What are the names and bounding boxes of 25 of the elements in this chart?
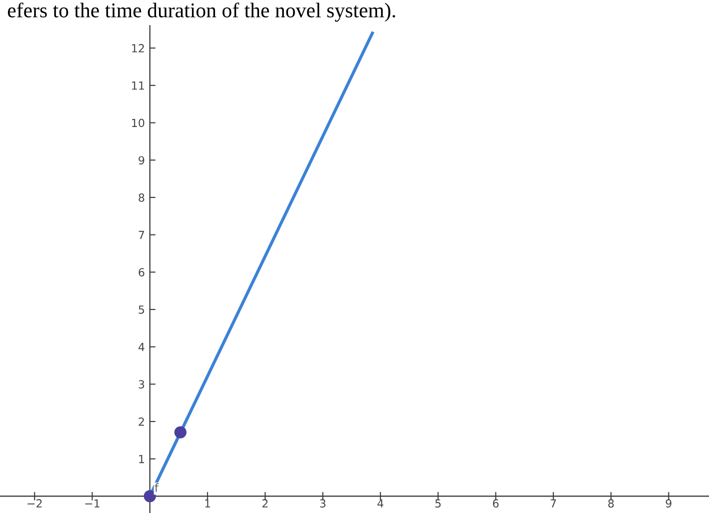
y-tick-label: 9 (138, 156, 144, 164)
y-tick-label: 7 (138, 230, 144, 239)
y-tick-label: 2 (138, 417, 144, 426)
y-tick-label: 10 (132, 118, 144, 128)
y-tick-label: 8 (138, 193, 144, 202)
y-tick-label: 12 (132, 44, 144, 52)
x-tick-label: −2 (28, 499, 42, 508)
y-tick-label: 4 (138, 342, 144, 352)
x-tick-label: −1 (85, 499, 100, 508)
x-tick-label: 1 (205, 499, 210, 508)
x-tick-label: 7 (550, 499, 556, 508)
x-tick-label: 8 (608, 499, 614, 508)
x-tick-label: 4 (377, 499, 384, 508)
y-tick-label: 3 (138, 380, 144, 389)
x-tick-label: 3 (320, 499, 326, 508)
x-tick-label: 9 (666, 499, 672, 508)
text: efers to the time duration of the novel system). (8, 2, 396, 22)
y-tick-label: 1 (139, 454, 144, 464)
x-tick-label: 5 (435, 499, 441, 508)
series-label: f (154, 483, 159, 492)
x-tick-label: 6 (492, 499, 499, 508)
x-tick-label: 2 (262, 499, 268, 508)
y-tick-label: 6 (138, 268, 144, 277)
y-tick-label: 11 (132, 82, 144, 90)
y-tick-label: 5 (138, 306, 144, 314)
